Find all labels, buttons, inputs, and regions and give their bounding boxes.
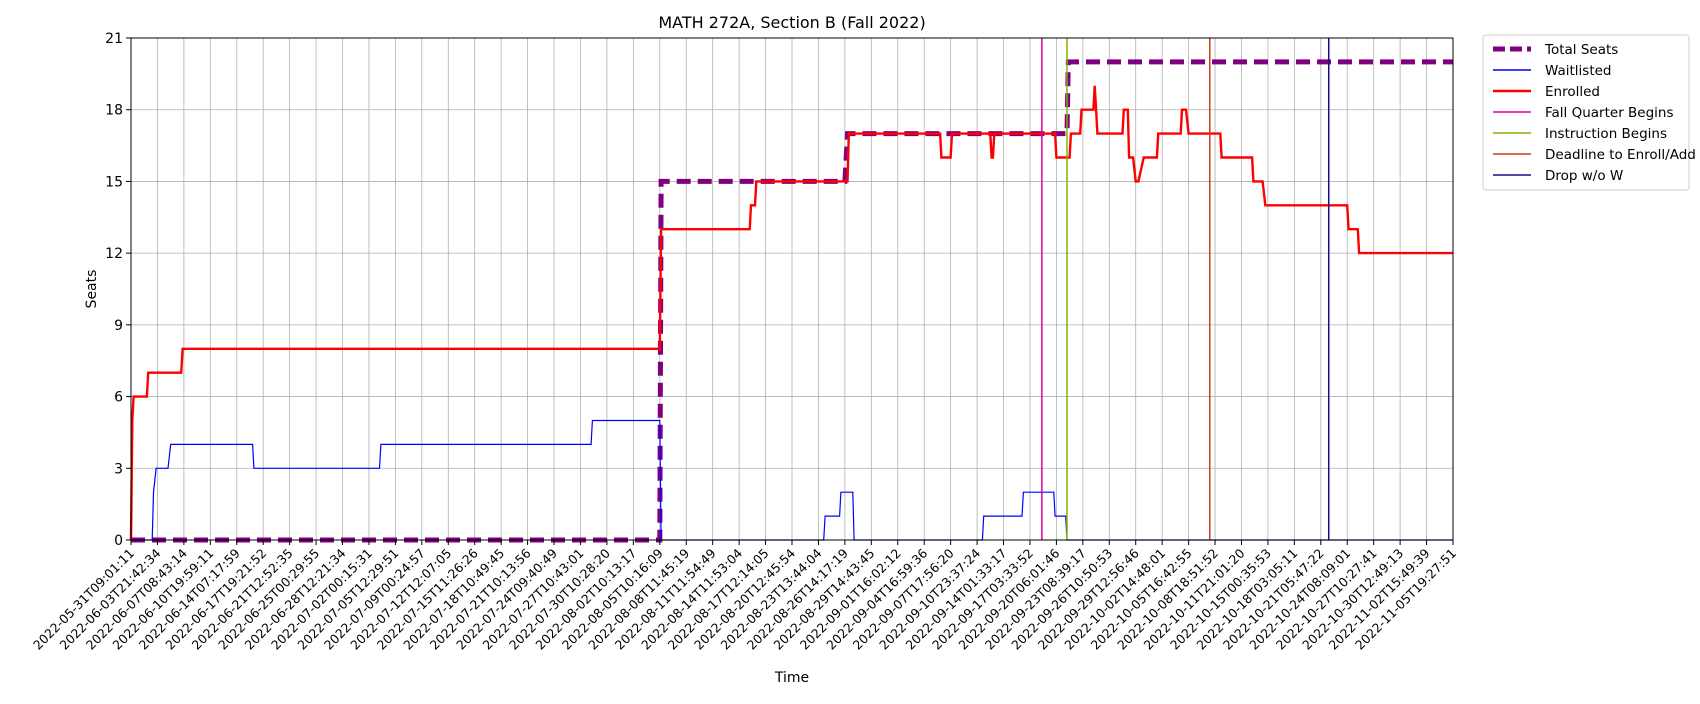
axes: 0369121518212022-05-31T09:01:112022-06-0…	[30, 31, 1459, 653]
y-tick-label: 3	[114, 461, 123, 477]
legend-label: Drop w/o W	[1545, 168, 1623, 184]
legend-box	[1482, 34, 1690, 191]
legend-label: Total Seats	[1544, 42, 1618, 58]
legend-label: Deadline to Enroll/Add	[1545, 147, 1696, 163]
y-tick-label: 6	[114, 390, 123, 406]
legend-label: Enrolled	[1545, 84, 1600, 100]
chart-title: MATH 272A, Section B (Fall 2022)	[658, 13, 925, 32]
y-tick-label: 0	[114, 533, 123, 549]
series-line-2	[129, 85, 1453, 541]
legend-label: Fall Quarter Begins	[1545, 105, 1674, 121]
legend: Total Seats Waitlisted Enrolled Fall Quarte…	[1482, 34, 1696, 191]
series-line-1	[131, 419, 1453, 541]
legend-label: Waitlisted	[1545, 63, 1612, 79]
y-tick-label: 12	[105, 246, 123, 262]
x-axis-label: Time	[774, 670, 809, 686]
y-tick-label: 9	[114, 318, 123, 334]
y-tick-label: 21	[105, 31, 123, 47]
y-tick-label: 15	[105, 174, 123, 190]
y-axis-label: Seats	[84, 270, 100, 309]
legend-label: Instruction Begins	[1545, 126, 1667, 142]
plot-series	[129, 38, 1453, 543]
y-tick-label: 18	[105, 103, 123, 119]
